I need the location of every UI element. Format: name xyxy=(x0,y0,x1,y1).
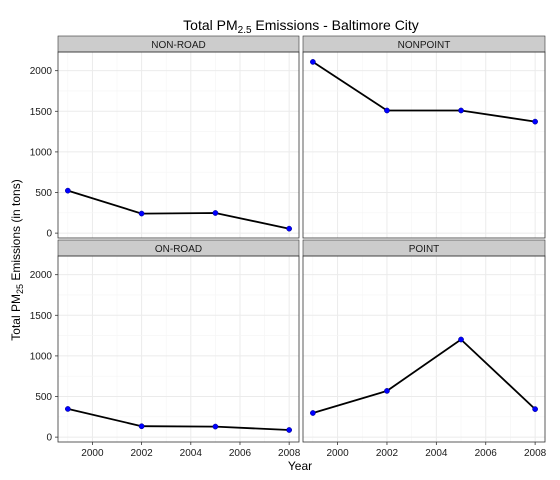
facet-panels: NON-ROAD 0 500 1000 1500 2000 NONPOINT ON-ROAD 0… xyxy=(30,35,547,459)
panel-background xyxy=(303,52,545,238)
facet-strip-label: NON-ROAD xyxy=(151,40,205,51)
data-point xyxy=(212,210,219,216)
data-point xyxy=(532,406,538,412)
data-point xyxy=(310,410,316,416)
x-tick-label: 2002 xyxy=(376,448,399,459)
y-tick-label: 2000 xyxy=(30,270,53,281)
data-point xyxy=(458,107,464,114)
series-line xyxy=(312,61,536,123)
x-tick-label: 2008 xyxy=(278,448,301,459)
x-tick-label: 2004 xyxy=(425,448,448,459)
x-tick-label: 2006 xyxy=(475,448,498,459)
y-axis-label: Total PM25 Emissions (in tons) xyxy=(9,179,25,340)
y-axis-label-tail: Emissions (in tons) xyxy=(9,179,23,284)
x-tick-label: 2004 xyxy=(180,448,203,459)
panel-border xyxy=(57,255,300,443)
y-axis-label-subscript: 25 xyxy=(15,284,25,294)
y-tick-label: 1000 xyxy=(30,351,53,362)
facet-strip-label: POINT xyxy=(409,244,440,255)
data-point xyxy=(138,210,145,217)
data-point xyxy=(286,225,293,232)
facet-panel-on-road: ON-ROAD 0 500 1000 1500 2000 2000 2002 2004 2006 2… xyxy=(30,239,301,459)
y-tick-label: 2000 xyxy=(30,66,53,77)
y-tick-label: 1500 xyxy=(30,311,53,322)
x-tick-label: 2008 xyxy=(524,448,547,459)
facet-strip-label: NONPOINT xyxy=(398,40,451,51)
data-point xyxy=(310,59,316,65)
series-line xyxy=(67,408,290,431)
y-tick-label: 500 xyxy=(35,392,52,403)
data-point xyxy=(286,427,293,433)
panel-border xyxy=(302,255,546,443)
x-tick-label: 2006 xyxy=(229,448,252,459)
data-point xyxy=(212,423,219,430)
facet-panel-nonpoint: NONPOINT xyxy=(302,35,546,239)
chart-title-main: Total PM xyxy=(183,17,237,33)
data-point xyxy=(458,336,464,343)
chart-title-subscript: 2.5 xyxy=(238,25,252,36)
series-line xyxy=(67,189,290,230)
data-point xyxy=(64,406,71,412)
y-tick-label: 0 xyxy=(46,229,52,240)
y-axis-label-main: Total PM xyxy=(9,294,23,341)
data-point xyxy=(138,423,145,430)
x-tick-label: 2002 xyxy=(130,448,153,459)
x-tick-label: 2000 xyxy=(81,448,104,459)
facet-panel-non-road: NON-ROAD 0 500 1000 1500 2000 xyxy=(30,35,300,240)
panel-border xyxy=(57,51,300,239)
chart-title-tail: Emissions - Baltimore City xyxy=(252,17,419,33)
chart-title: Total PM2.5 Emissions - Baltimore City xyxy=(183,17,419,36)
y-tick-label: 500 xyxy=(35,188,52,199)
data-point xyxy=(532,118,538,125)
facet-panel-point: POINT 2000 2002 2004 2006 2008 xyxy=(302,239,547,459)
panel-background xyxy=(303,256,545,442)
y-tick-label: 1500 xyxy=(30,107,53,118)
panel-background xyxy=(58,256,299,442)
x-axis-label: Year xyxy=(288,459,312,473)
y-tick-label: 0 xyxy=(46,433,52,444)
facet-strip-label: ON-ROAD xyxy=(155,244,202,255)
panel-background xyxy=(58,52,299,238)
y-tick-label: 1000 xyxy=(30,147,53,158)
data-point xyxy=(384,107,390,114)
panel-border xyxy=(302,51,546,239)
x-tick-label: 2000 xyxy=(326,448,349,459)
data-point xyxy=(64,187,71,194)
data-point xyxy=(384,388,390,394)
series-line xyxy=(312,338,536,414)
